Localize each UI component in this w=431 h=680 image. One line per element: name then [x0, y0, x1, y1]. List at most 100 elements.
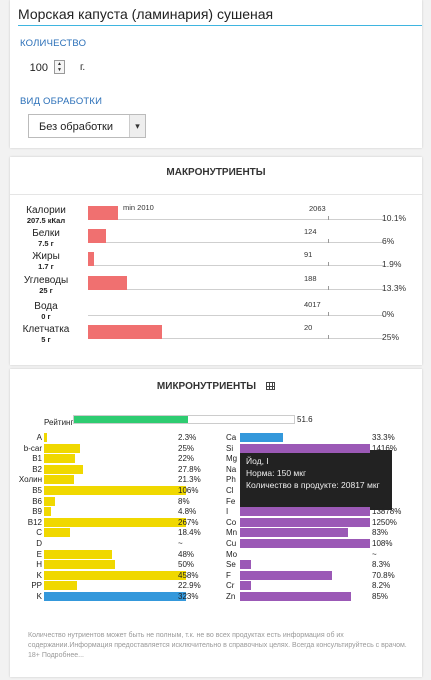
table-icon[interactable]	[266, 382, 276, 390]
mineral-bar	[240, 443, 370, 453]
rating-value: 51.6	[297, 415, 313, 424]
macro-bar	[88, 229, 106, 243]
vitamin-name: E	[36, 549, 42, 559]
tooltip-amount: Количество в продукте: 20817 мкг	[246, 480, 380, 490]
macro-norm: 2063	[309, 204, 326, 213]
macro-percent: 0%	[382, 309, 395, 319]
vitamin-percent: 25%	[178, 443, 195, 453]
macros-divider	[10, 194, 422, 195]
mineral-name: Se	[226, 560, 236, 570]
mineral-name: Cl	[226, 486, 234, 495]
vitamin-name: B12	[27, 517, 42, 527]
micronutrients-card: МИКРОНУТРИЕНТЫ Рейтинг 51.6 Йод, I Норма…	[10, 369, 422, 677]
vitamin-percent: 22%	[178, 454, 195, 464]
vitamin-name: B2	[32, 464, 42, 474]
macro-norm: 4017	[304, 300, 321, 309]
mineral-name: Mg	[226, 454, 238, 464]
mineral-name: Ca	[226, 433, 237, 442]
mineral-bar	[240, 592, 351, 601]
quantity-label: КОЛИЧЕСТВО	[20, 38, 87, 49]
processing-select[interactable]: Без обработки ▾	[28, 114, 146, 138]
mineral-name: Zn	[226, 592, 236, 601]
vitamin-percent: 4.8%	[178, 507, 197, 517]
vitamin-percent: 8%	[178, 496, 190, 506]
mineral-name: Na	[226, 464, 237, 474]
mineral-name: Ph	[226, 475, 236, 485]
quantity-unit: г.	[80, 62, 86, 73]
mineral-name: Co	[226, 517, 237, 527]
product-title: Морская капуста (ламинария) сушеная	[18, 6, 274, 22]
vitamin-bar	[44, 570, 186, 580]
macro-percent: 1.9%	[382, 259, 402, 269]
tooltip-norm: Норма: 150 мкг	[246, 468, 307, 478]
macros-heading: МАКРОНУТРИЕНТЫ	[166, 167, 266, 178]
mineral-percent: 70.8%	[372, 570, 395, 580]
mineral-percent: 108%	[372, 539, 393, 548]
macro-track	[88, 289, 384, 290]
macro-track	[88, 265, 384, 266]
vitamin-bar	[44, 464, 84, 474]
vitamin-percent: ~	[178, 539, 183, 548]
vitamin-percent: 21.3%	[178, 475, 201, 485]
title-underline	[18, 25, 422, 26]
mineral-bar	[240, 570, 333, 580]
processing-selected-value: Без обработки	[39, 121, 114, 133]
vitamin-percent: 458%	[178, 570, 199, 580]
vitamin-bar	[44, 560, 115, 570]
mineral-name: Mn	[226, 528, 238, 538]
vitamin-percent: 106%	[178, 486, 199, 495]
macro-percent: 6%	[382, 236, 395, 246]
macro-bar	[88, 276, 128, 290]
macro-name: Вода	[34, 301, 58, 312]
vitamin-name: H	[36, 560, 42, 570]
stepper-up-icon[interactable]: ▲	[57, 61, 62, 67]
macro-amount: 7.5 г	[38, 239, 54, 248]
macro-amount: 0 г	[41, 312, 51, 321]
vitamin-bar	[44, 528, 71, 538]
macro-amount: 1.7 г	[38, 262, 54, 271]
mineral-percent: 33.3%	[372, 433, 395, 442]
vitamin-name: B9	[32, 507, 42, 517]
disclaimer-footnote: Количество нутриентов может быть не полн…	[28, 632, 407, 659]
mineral-bar	[240, 517, 370, 527]
macro-name: Клетчатка	[22, 324, 70, 335]
vitamin-bar	[44, 507, 51, 517]
vitamin-percent: 267%	[178, 517, 199, 527]
macro-norm: 91	[304, 250, 313, 259]
vitamin-bar	[44, 592, 186, 601]
vitamin-percent: 323%	[178, 592, 199, 601]
mineral-name: Si	[226, 443, 234, 453]
vitamin-name: Холин	[18, 475, 42, 485]
macro-norm-tick	[328, 286, 329, 290]
mineral-name: I	[226, 507, 229, 517]
macro-bar	[88, 206, 118, 220]
rating-bar-fill	[74, 416, 188, 423]
vitamin-bar	[44, 454, 76, 464]
vitamin-percent: 22.9%	[178, 581, 201, 591]
macro-amount: 25 г	[39, 286, 53, 295]
processing-label: ВИД ОБРАБОТКИ	[20, 96, 103, 107]
quantity-stepper[interactable]: ▲ ▼	[54, 60, 65, 74]
macro-norm: 188	[304, 274, 317, 283]
macro-track	[88, 242, 384, 243]
mineral-percent: 8.2%	[372, 581, 391, 591]
chevron-down-icon[interactable]: ▾	[129, 115, 145, 137]
mineral-name: Mo	[226, 549, 238, 559]
stepper-down-icon[interactable]: ▼	[57, 67, 62, 73]
nutrient-tooltip: Йод, I Норма: 150 мкг Количество в проду…	[240, 450, 392, 515]
macro-norm-tick	[328, 216, 329, 220]
vitamin-name: K	[36, 592, 42, 601]
mineral-percent: 13878%	[372, 507, 402, 517]
rating-label: Рейтинг	[44, 418, 74, 427]
macro-amount: 5 г	[41, 335, 51, 344]
macro-norm-tick	[328, 312, 329, 316]
vitamin-bar	[44, 475, 75, 485]
vitamin-bar	[44, 496, 56, 506]
quantity-input[interactable]: 100	[29, 62, 48, 74]
macro-norm-tick	[328, 262, 329, 266]
mineral-name: Fe	[226, 496, 236, 506]
vitamin-name: D	[36, 539, 42, 548]
macro-amount: 207.5 кКал	[26, 216, 66, 225]
vitamin-name: A	[36, 433, 42, 442]
macro-norm: 20	[304, 323, 313, 332]
